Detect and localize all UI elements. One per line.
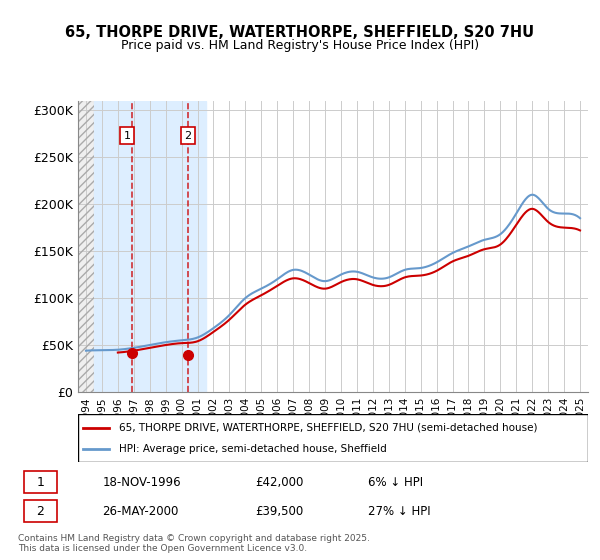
Text: £42,000: £42,000 xyxy=(255,475,303,488)
Text: £39,500: £39,500 xyxy=(255,505,303,517)
Text: 6% ↓ HPI: 6% ↓ HPI xyxy=(368,475,423,488)
Text: 1: 1 xyxy=(37,475,44,488)
Text: 65, THORPE DRIVE, WATERTHORPE, SHEFFIELD, S20 7HU: 65, THORPE DRIVE, WATERTHORPE, SHEFFIELD… xyxy=(65,25,535,40)
Text: 26-MAY-2000: 26-MAY-2000 xyxy=(103,505,179,517)
Bar xyxy=(78,101,94,392)
Text: 65, THORPE DRIVE, WATERTHORPE, SHEFFIELD, S20 7HU (semi-detached house): 65, THORPE DRIVE, WATERTHORPE, SHEFFIELD… xyxy=(119,423,538,433)
Text: 27% ↓ HPI: 27% ↓ HPI xyxy=(368,505,430,517)
FancyBboxPatch shape xyxy=(78,414,588,462)
Text: 2: 2 xyxy=(184,130,191,141)
Bar xyxy=(78,101,94,392)
FancyBboxPatch shape xyxy=(23,500,58,522)
FancyBboxPatch shape xyxy=(23,471,58,493)
Text: Price paid vs. HM Land Registry's House Price Index (HPI): Price paid vs. HM Land Registry's House … xyxy=(121,39,479,52)
Text: 18-NOV-1996: 18-NOV-1996 xyxy=(103,475,181,488)
Text: Contains HM Land Registry data © Crown copyright and database right 2025.
This d: Contains HM Land Registry data © Crown c… xyxy=(18,534,370,553)
Text: 2: 2 xyxy=(37,505,44,517)
Text: 1: 1 xyxy=(124,130,131,141)
Text: HPI: Average price, semi-detached house, Sheffield: HPI: Average price, semi-detached house,… xyxy=(119,444,386,454)
Bar xyxy=(94,101,205,392)
